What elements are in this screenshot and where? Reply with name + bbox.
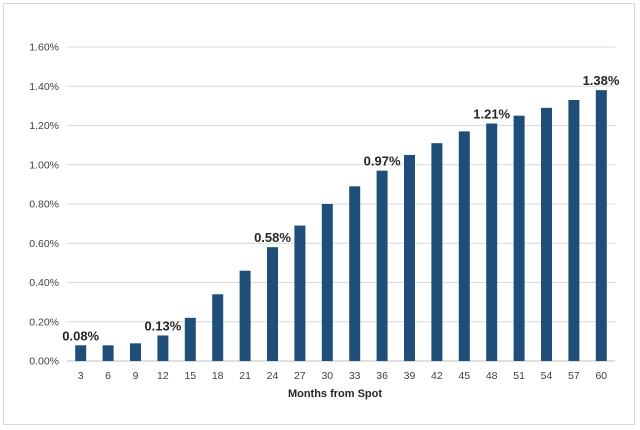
y-tick-label: 0.00% [29, 356, 59, 368]
x-tick-label: 21 [239, 370, 251, 382]
y-tick-label: 0.60% [29, 238, 59, 250]
bar [404, 154, 415, 361]
bar [294, 225, 306, 361]
x-tick-label: 12 [157, 370, 169, 382]
x-tick-label: 42 [431, 370, 443, 382]
x-tick-label: 45 [458, 370, 470, 382]
bar [349, 186, 361, 361]
data-label: 0.13% [144, 318, 181, 333]
bar [321, 204, 333, 361]
bar [102, 345, 114, 361]
bar [595, 90, 607, 362]
bar [541, 107, 552, 362]
bar [267, 247, 278, 361]
bar [212, 294, 224, 361]
y-tick-label: 1.20% [29, 120, 59, 132]
bar [130, 343, 141, 361]
x-tick-label: 30 [321, 370, 333, 382]
data-label: 0.58% [254, 230, 291, 245]
x-tick-label: 3 [78, 370, 84, 382]
y-tick-label: 0.80% [29, 199, 59, 211]
bar [486, 123, 498, 361]
x-tick-label: 6 [105, 370, 111, 382]
x-tick-label: 39 [404, 370, 416, 382]
y-tick-label: 1.00% [29, 159, 59, 171]
data-label: 0.08% [62, 328, 99, 343]
x-tick-label: 18 [212, 370, 224, 382]
bar [568, 99, 580, 362]
gridlines [67, 46, 615, 362]
x-tick-label: 24 [267, 370, 279, 382]
bar [75, 345, 87, 361]
x-tick-label: 15 [184, 370, 196, 382]
x-tick-label: 27 [294, 370, 306, 382]
bar [157, 335, 169, 361]
x-tick-label: 60 [595, 370, 607, 382]
x-axis-ticks: 3 6 9 12 15 18 21 24 27 30 33 36 39 42 45 48 51 54 57 60 [78, 370, 608, 382]
y-tick-label: 0.40% [29, 277, 59, 289]
data-labels: 0.08% 0.13% 0.58% 0.97% 1.21% 1.38% [62, 73, 620, 343]
x-tick-label: 54 [541, 370, 553, 382]
bars [75, 90, 607, 362]
y-axis-ticks: 0.00% 0.20% 0.40% 0.60% 0.80% 1.00% 1.20% 1.40%… [29, 42, 59, 368]
bar [239, 270, 251, 361]
x-tick-label: 36 [376, 370, 388, 382]
bar [431, 143, 443, 361]
x-tick-label: 9 [133, 370, 139, 382]
x-axis-title: Months from Spot [288, 388, 382, 400]
y-tick-label: 1.40% [29, 81, 59, 93]
x-tick-label: 57 [568, 370, 580, 382]
data-label: 1.38% [583, 73, 620, 88]
x-tick-label: 48 [486, 370, 498, 382]
y-tick-label: 0.20% [29, 316, 59, 328]
bar [376, 170, 388, 361]
y-tick-label: 1.60% [29, 42, 59, 54]
bar [458, 131, 470, 361]
data-label: 1.21% [473, 107, 510, 122]
x-tick-label: 33 [349, 370, 361, 382]
bar [184, 317, 196, 361]
bar [513, 115, 525, 361]
x-tick-label: 51 [513, 370, 525, 382]
data-label: 0.97% [364, 154, 401, 169]
